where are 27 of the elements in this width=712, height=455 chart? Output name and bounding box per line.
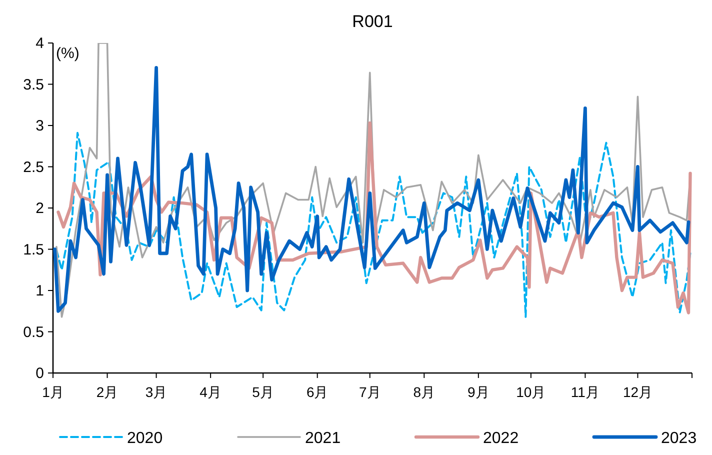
- x-tick-label: 7月: [358, 384, 381, 400]
- x-tick-label: 9月: [468, 384, 490, 400]
- legend-label: 2020: [127, 430, 163, 447]
- y-axis-title: (%): [56, 45, 80, 62]
- x-tick-label: 10月: [516, 384, 546, 400]
- chart-title: R001: [352, 12, 393, 31]
- x-tick-label: 1月: [42, 384, 64, 400]
- y-tick-label: 2: [36, 200, 44, 217]
- x-tick-label: 8月: [413, 384, 436, 400]
- x-tick-label: 11月: [570, 384, 600, 400]
- y-tick-label: 3.5: [23, 76, 44, 94]
- y-tick-label: 0: [36, 365, 44, 382]
- y-tick-label: 2.5: [23, 158, 44, 176]
- x-tick-label: 2月: [96, 384, 118, 400]
- legend-label: 2022: [483, 430, 519, 447]
- x-tick-label: 12月: [622, 384, 653, 400]
- x-tick-label: 4月: [200, 384, 222, 400]
- y-tick-label: 3: [36, 118, 44, 134]
- y-tick-label: 1: [36, 282, 44, 300]
- y-tick-label: 1.5: [23, 241, 44, 258]
- y-tick-label: 0.5: [23, 324, 44, 341]
- x-tick-label: 3月: [145, 384, 168, 400]
- legend-label: 2023: [661, 430, 697, 447]
- legend-label: 2021: [305, 430, 341, 447]
- x-tick-label: 6月: [306, 384, 328, 400]
- x-tick-label: 5月: [252, 384, 274, 400]
- y-tick-label: 4: [36, 35, 44, 52]
